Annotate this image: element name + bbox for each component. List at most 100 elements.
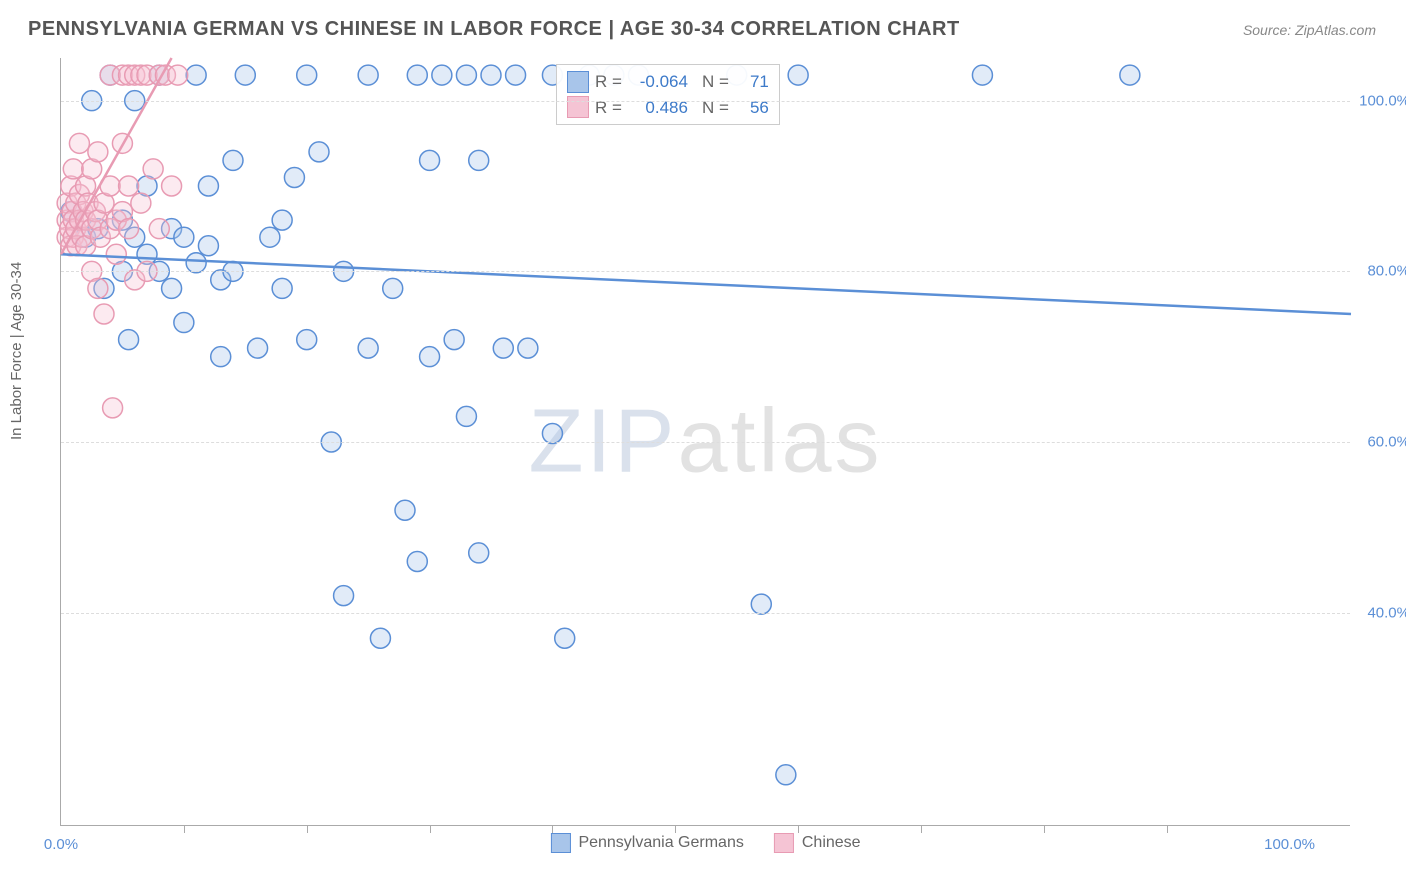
data-point (407, 65, 427, 85)
data-point (88, 278, 108, 298)
legend-swatch (550, 833, 570, 853)
x-tick (675, 825, 676, 833)
legend-r-value: -0.064 (628, 69, 688, 95)
data-point (334, 586, 354, 606)
legend-n-label: N = (702, 95, 729, 121)
x-tick (798, 825, 799, 833)
data-point (119, 176, 139, 196)
gridline-h (61, 271, 1350, 272)
data-point (162, 176, 182, 196)
data-point (469, 150, 489, 170)
data-point (186, 65, 206, 85)
chart-container: PENNSYLVANIA GERMAN VS CHINESE IN LABOR … (0, 0, 1406, 892)
data-point (751, 594, 771, 614)
x-tick (430, 825, 431, 833)
data-point (211, 347, 231, 367)
data-point (972, 65, 992, 85)
data-point (119, 330, 139, 350)
legend-r-label: R = (595, 95, 622, 121)
legend-r-label: R = (595, 69, 622, 95)
data-point (297, 65, 317, 85)
data-point (198, 176, 218, 196)
data-point (63, 159, 83, 179)
data-point (555, 628, 575, 648)
data-point (456, 406, 476, 426)
data-point (186, 253, 206, 273)
data-point (131, 193, 151, 213)
legend-n-value: 71 (735, 69, 769, 95)
legend-swatch (567, 71, 589, 93)
x-tick (184, 825, 185, 833)
data-point (420, 150, 440, 170)
data-point (119, 219, 139, 239)
legend-swatch (774, 833, 794, 853)
x-tick (1167, 825, 1168, 833)
data-point (94, 304, 114, 324)
legend-n-value: 56 (735, 95, 769, 121)
x-tick (921, 825, 922, 833)
data-point (272, 210, 292, 230)
data-point (776, 765, 796, 785)
x-tick-label: 0.0% (44, 836, 78, 853)
data-point (174, 313, 194, 333)
series-name: Pennsylvania Germans (578, 834, 743, 852)
gridline-h (61, 613, 1350, 614)
data-point (518, 338, 538, 358)
legend-r-value: 0.486 (628, 95, 688, 121)
data-point (506, 65, 526, 85)
data-point (297, 330, 317, 350)
data-point (420, 347, 440, 367)
data-point (143, 159, 163, 179)
data-point (370, 628, 390, 648)
series-name: Chinese (802, 834, 861, 852)
x-tick (552, 825, 553, 833)
data-point (284, 167, 304, 187)
x-tick (307, 825, 308, 833)
data-point (248, 338, 268, 358)
data-point (149, 219, 169, 239)
data-point (69, 133, 89, 153)
gridline-h (61, 101, 1350, 102)
x-tick-label: 100.0% (1264, 836, 1315, 853)
data-point (444, 330, 464, 350)
data-point (432, 65, 452, 85)
source-label: Source: ZipAtlas.com (1243, 22, 1376, 38)
legend-row: R =-0.064 N =71 (567, 69, 769, 95)
y-tick-label: 80.0% (1355, 263, 1406, 280)
data-point (407, 551, 427, 571)
stats-legend: R =-0.064 N =71 R =0.486 N =56 (556, 64, 780, 125)
data-point (198, 236, 218, 256)
chart-title: PENNSYLVANIA GERMAN VS CHINESE IN LABOR … (28, 18, 960, 41)
data-point (260, 227, 280, 247)
data-point (103, 398, 123, 418)
data-point (395, 500, 415, 520)
data-point (481, 65, 501, 85)
y-tick-label: 100.0% (1355, 92, 1406, 109)
data-point (174, 227, 194, 247)
data-point (88, 142, 108, 162)
data-point (1120, 65, 1140, 85)
data-point (309, 142, 329, 162)
series-legend-item: Pennsylvania Germans (550, 833, 743, 853)
plot-area: ZIPatlas R =-0.064N =71R =0.486N =56 Pen… (60, 58, 1350, 826)
data-point (106, 244, 126, 264)
data-point (223, 150, 243, 170)
y-tick-label: 60.0% (1355, 434, 1406, 451)
legend-row: R =0.486 N =56 (567, 95, 769, 121)
data-point (788, 65, 808, 85)
x-tick (1044, 825, 1045, 833)
data-point (235, 65, 255, 85)
trend-line (61, 254, 1351, 314)
y-tick-label: 40.0% (1355, 604, 1406, 621)
data-point (383, 278, 403, 298)
data-point (469, 543, 489, 563)
series-legend-item: Chinese (774, 833, 861, 853)
legend-n-label: N = (702, 69, 729, 95)
y-axis-label: In Labor Force | Age 30-34 (8, 262, 25, 440)
data-point (456, 65, 476, 85)
legend-swatch (567, 96, 589, 118)
data-point (168, 65, 188, 85)
data-point (358, 338, 378, 358)
data-point (493, 338, 513, 358)
data-point (358, 65, 378, 85)
